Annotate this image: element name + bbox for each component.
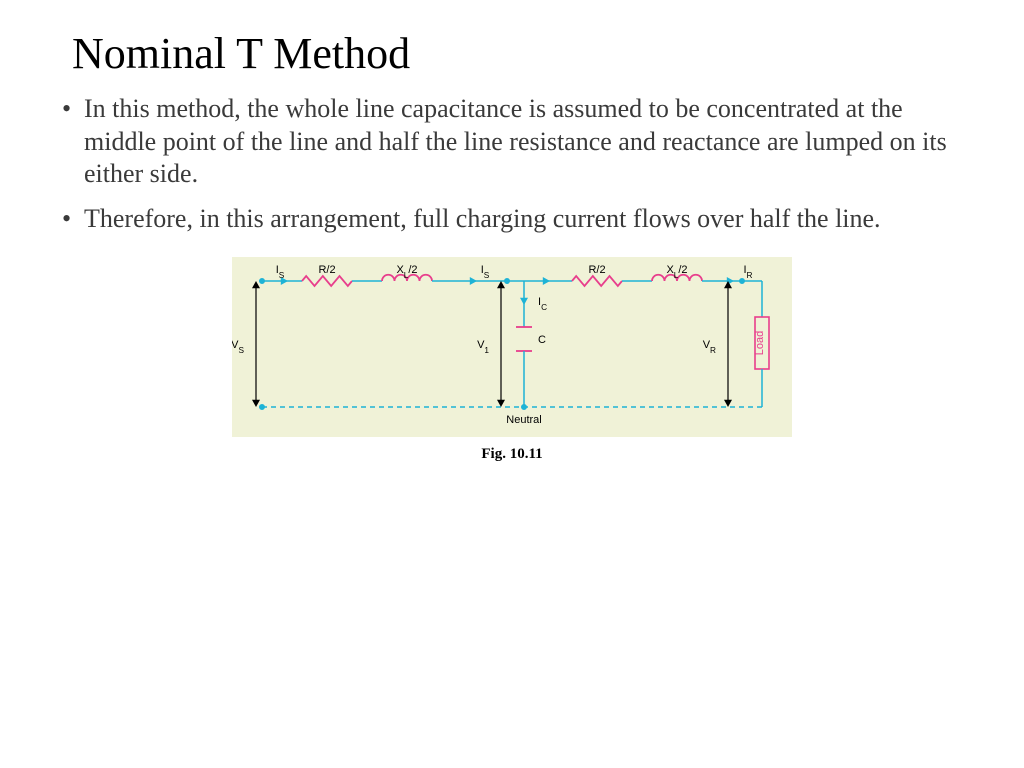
svg-text:C: C (538, 334, 546, 346)
svg-text:IR: IR (743, 264, 752, 280)
svg-text:R/2: R/2 (318, 264, 335, 276)
svg-text:XL/2: XL/2 (666, 264, 687, 280)
svg-text:R/2: R/2 (588, 264, 605, 276)
svg-text:V1: V1 (477, 339, 489, 355)
bullet-item: Therefore, in this arrangement, full cha… (60, 203, 964, 236)
svg-text:XL/2: XL/2 (396, 264, 417, 280)
svg-text:IS: IS (481, 264, 490, 280)
svg-text:VS: VS (232, 339, 244, 355)
circuit-diagram: Load VS V1 VR Neutral IS R/2 XL/2 IS R/2 XL/2 IR IC C (232, 257, 792, 437)
slide-title: Nominal T Method (72, 28, 964, 79)
figure-container: Load VS V1 VR Neutral IS R/2 XL/2 IS R/2 XL/2 IR IC C… (232, 257, 792, 463)
bullet-item: In this method, the whole line capacitan… (60, 93, 964, 191)
svg-text:Neutral: Neutral (506, 414, 541, 426)
slide-content: Nominal T Method In this method, the who… (0, 0, 1024, 463)
svg-text:IS: IS (276, 264, 285, 280)
svg-text:IC: IC (538, 296, 547, 312)
figure-caption: Fig. 10.11 (232, 446, 792, 463)
svg-text:Load: Load (754, 331, 766, 355)
bullet-list: In this method, the whole line capacitan… (60, 93, 964, 235)
svg-text:VR: VR (703, 339, 716, 355)
